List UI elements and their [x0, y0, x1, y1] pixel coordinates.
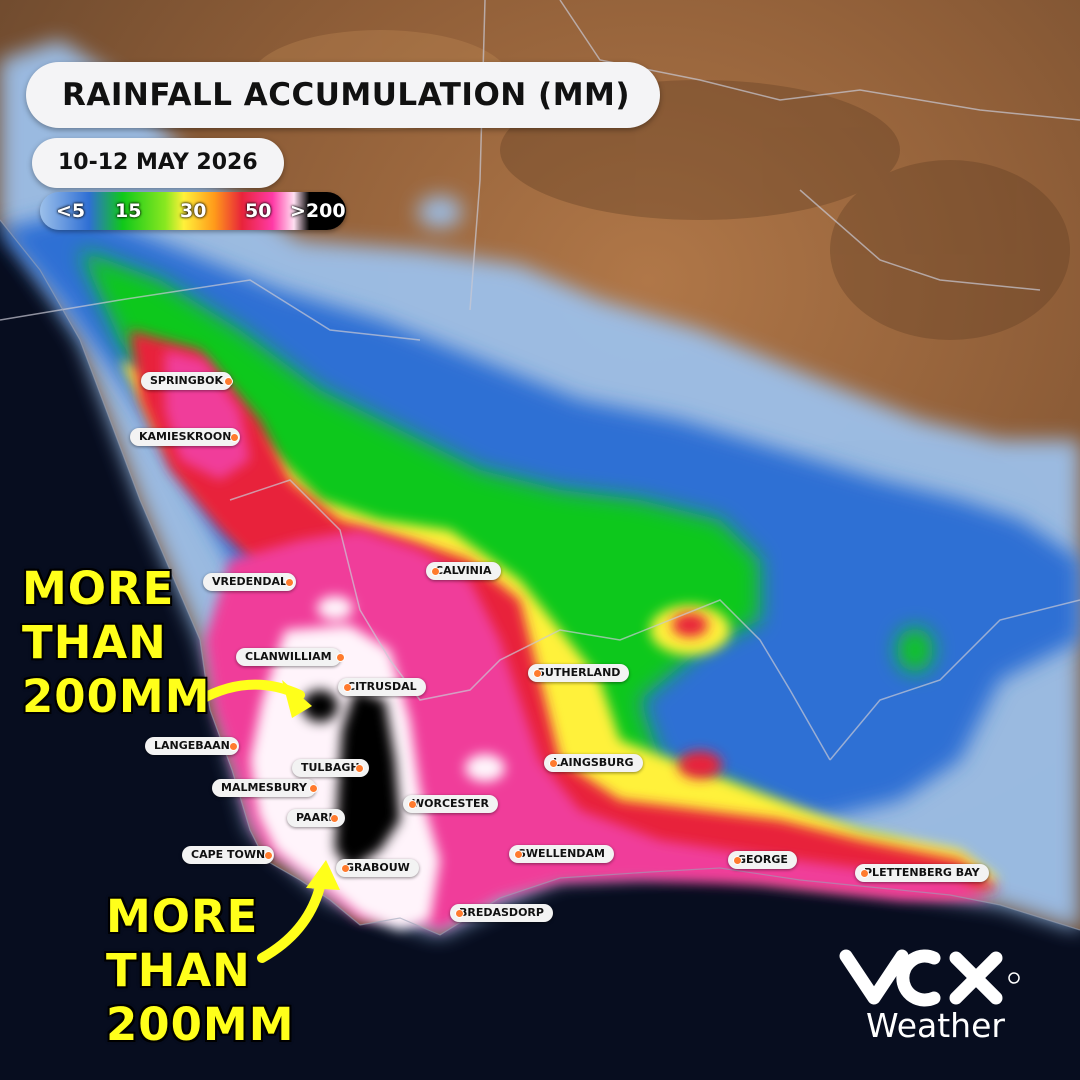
town-label-laingsburg: LAINGSBURG	[544, 754, 643, 772]
town-marker	[229, 742, 238, 751]
vox-logo-icon	[839, 949, 1020, 1007]
town-label-sutherland: SUTHERLAND	[528, 664, 630, 682]
town-marker	[533, 669, 542, 678]
town-label-clanwilliam: CLANWILLIAM	[236, 648, 341, 666]
town-label-vredendal: VREDENDAL	[203, 573, 297, 591]
rain-black	[302, 690, 400, 870]
town-label-cape-town: CAPE TOWN	[182, 846, 275, 864]
town-marker	[455, 909, 464, 918]
town-label-bredasdorp: BREDASDORP	[450, 904, 553, 922]
callout-more-than-200mm-south: MORE THAN 200MM	[106, 890, 295, 1051]
callout-arrow-2-head	[306, 860, 340, 890]
town-label-malmesbury: MALMESBURY	[212, 779, 317, 797]
brand-wordmark: Weather	[866, 1006, 1005, 1045]
town-marker	[355, 764, 364, 773]
map-title: RAINFALL ACCUMULATION (MM)	[26, 62, 661, 128]
town-label-calvinia: CALVINIA	[426, 562, 501, 580]
legend-tick-gt200: >200	[290, 200, 346, 222]
legend-tick-30: 30	[180, 200, 207, 222]
town-marker	[860, 869, 869, 878]
town-marker	[431, 567, 440, 576]
date-range: 10-12 MAY 2026	[32, 138, 284, 188]
town-marker	[336, 653, 345, 662]
town-label-worcester: WORCESTER	[403, 795, 498, 813]
town-label-george: GEORGE	[728, 851, 797, 869]
town-label-plettenberg-bay: PLETTENBERG BAY	[855, 864, 989, 882]
town-label-langebaan: LANGEBAAN	[145, 737, 239, 755]
town-marker	[285, 578, 294, 587]
rainfall-legend: <5 15 30 50 >200	[40, 192, 346, 230]
town-label-springbok: SPRINGBOK	[141, 372, 233, 390]
town-marker	[514, 850, 523, 859]
town-label-kamieskroon: KAMIESKROON	[130, 428, 241, 446]
town-marker	[341, 864, 350, 873]
town-marker	[408, 800, 417, 809]
town-label-citrusdal: CITRUSDAL	[338, 678, 426, 696]
town-label-tulbagh: TULBAGH	[292, 759, 369, 777]
callout-more-than-200mm-north: MORE THAN 200MM	[22, 562, 211, 723]
legend-tick-50: 50	[245, 200, 272, 222]
town-marker	[549, 759, 558, 768]
legend-tick-15: 15	[115, 200, 142, 222]
town-marker	[330, 814, 339, 823]
province-borders	[0, 0, 1080, 761]
coastline	[0, 219, 1080, 936]
town-label-paarl: PAARL	[287, 809, 345, 827]
town-label-grabouw: GRABOUW	[336, 859, 419, 877]
legend-tick-lt5: <5	[56, 200, 86, 222]
town-marker	[309, 784, 318, 793]
town-marker	[264, 851, 273, 860]
town-marker	[230, 433, 239, 442]
town-marker	[224, 377, 233, 386]
town-marker	[733, 856, 742, 865]
town-marker	[343, 683, 352, 692]
town-label-swellendam: SWELLENDAM	[509, 845, 614, 863]
callout-arrow-1-head	[282, 680, 312, 718]
